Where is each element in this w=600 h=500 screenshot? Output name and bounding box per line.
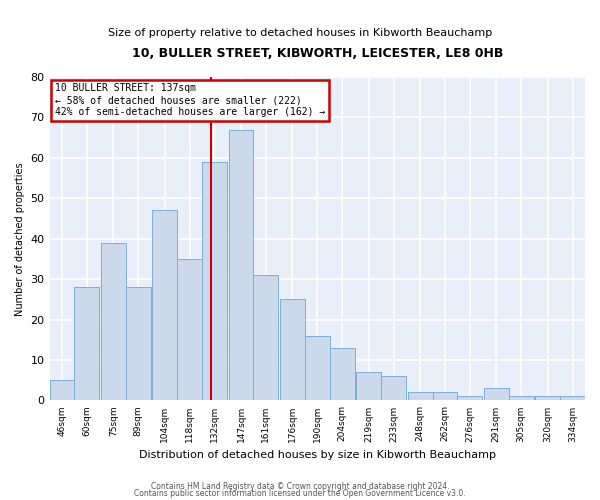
Bar [381, 376, 406, 400]
Bar [509, 396, 533, 400]
Bar [305, 336, 329, 400]
Bar [535, 396, 560, 400]
Bar [356, 372, 381, 400]
Bar [101, 242, 126, 400]
Bar [74, 287, 99, 401]
Bar [280, 300, 305, 400]
Text: Size of property relative to detached houses in Kibworth Beauchamp: Size of property relative to detached ho… [108, 28, 492, 38]
Text: Contains public sector information licensed under the Open Government Licence v3: Contains public sector information licen… [134, 489, 466, 498]
Bar [50, 380, 74, 400]
Bar [177, 259, 202, 400]
Bar [329, 348, 355, 401]
Bar [560, 396, 585, 400]
Bar [126, 287, 151, 401]
Title: 10, BULLER STREET, KIBWORTH, LEICESTER, LE8 0HB: 10, BULLER STREET, KIBWORTH, LEICESTER, … [131, 48, 503, 60]
Y-axis label: Number of detached properties: Number of detached properties [15, 162, 25, 316]
Text: Contains HM Land Registry data © Crown copyright and database right 2024.: Contains HM Land Registry data © Crown c… [151, 482, 449, 491]
Text: 10 BULLER STREET: 137sqm
← 58% of detached houses are smaller (222)
42% of semi-: 10 BULLER STREET: 137sqm ← 58% of detach… [55, 84, 325, 116]
Bar [433, 392, 457, 400]
X-axis label: Distribution of detached houses by size in Kibworth Beauchamp: Distribution of detached houses by size … [139, 450, 496, 460]
Bar [457, 396, 482, 400]
Bar [407, 392, 433, 400]
Bar [202, 162, 227, 400]
Bar [152, 210, 177, 400]
Bar [253, 275, 278, 400]
Bar [484, 388, 509, 400]
Bar [229, 130, 253, 400]
